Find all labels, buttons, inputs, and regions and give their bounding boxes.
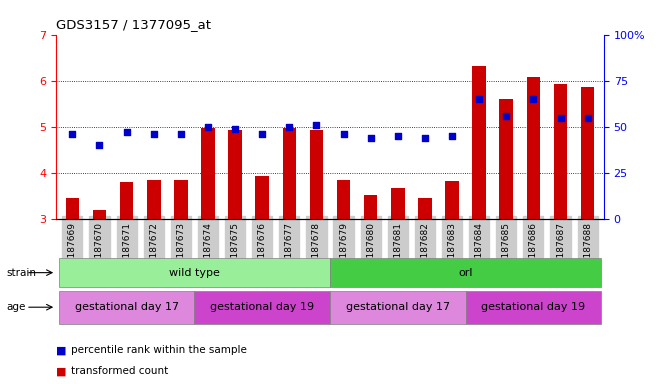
- Point: [474, 96, 484, 102]
- Point: [67, 131, 78, 137]
- Point: [94, 142, 105, 148]
- Text: GDS3157 / 1377095_at: GDS3157 / 1377095_at: [56, 18, 211, 31]
- Point: [311, 122, 321, 128]
- Bar: [174, 180, 187, 219]
- Bar: [418, 198, 432, 219]
- Bar: [581, 87, 595, 219]
- Bar: [92, 210, 106, 219]
- Point: [447, 133, 457, 139]
- Bar: [391, 187, 405, 219]
- FancyBboxPatch shape: [330, 291, 465, 324]
- Bar: [255, 177, 269, 219]
- Point: [339, 131, 349, 137]
- Bar: [65, 198, 79, 219]
- Bar: [500, 99, 513, 219]
- FancyBboxPatch shape: [465, 291, 601, 324]
- Point: [366, 135, 376, 141]
- Text: percentile rank within the sample: percentile rank within the sample: [71, 345, 246, 355]
- Point: [393, 133, 403, 139]
- Bar: [446, 181, 459, 219]
- Bar: [310, 130, 323, 219]
- Text: wild type: wild type: [169, 268, 220, 278]
- Point: [528, 96, 539, 102]
- Point: [555, 114, 566, 121]
- Text: gestational day 19: gestational day 19: [481, 302, 585, 312]
- Text: orl: orl: [458, 268, 473, 278]
- Text: ■: ■: [56, 345, 67, 355]
- Bar: [120, 182, 133, 219]
- Bar: [282, 128, 296, 219]
- Bar: [364, 195, 378, 219]
- Bar: [228, 130, 242, 219]
- Point: [203, 124, 213, 130]
- Point: [582, 114, 593, 121]
- FancyBboxPatch shape: [59, 258, 330, 287]
- Bar: [201, 127, 214, 219]
- Text: gestational day 19: gestational day 19: [210, 302, 314, 312]
- Text: age: age: [7, 302, 26, 312]
- Bar: [527, 77, 540, 219]
- Point: [176, 131, 186, 137]
- Bar: [473, 66, 486, 219]
- Point: [230, 126, 240, 132]
- Point: [121, 129, 132, 135]
- Bar: [554, 84, 568, 219]
- Point: [148, 131, 159, 137]
- Point: [257, 131, 267, 137]
- FancyBboxPatch shape: [195, 291, 330, 324]
- Text: transformed count: transformed count: [71, 366, 168, 376]
- Point: [284, 124, 294, 130]
- Point: [501, 113, 512, 119]
- FancyBboxPatch shape: [59, 291, 195, 324]
- Text: strain: strain: [7, 268, 36, 278]
- Text: ■: ■: [56, 366, 67, 376]
- Bar: [147, 180, 160, 219]
- Bar: [337, 180, 350, 219]
- Text: gestational day 17: gestational day 17: [75, 302, 179, 312]
- FancyBboxPatch shape: [330, 258, 601, 287]
- Text: gestational day 17: gestational day 17: [346, 302, 450, 312]
- Point: [420, 135, 430, 141]
